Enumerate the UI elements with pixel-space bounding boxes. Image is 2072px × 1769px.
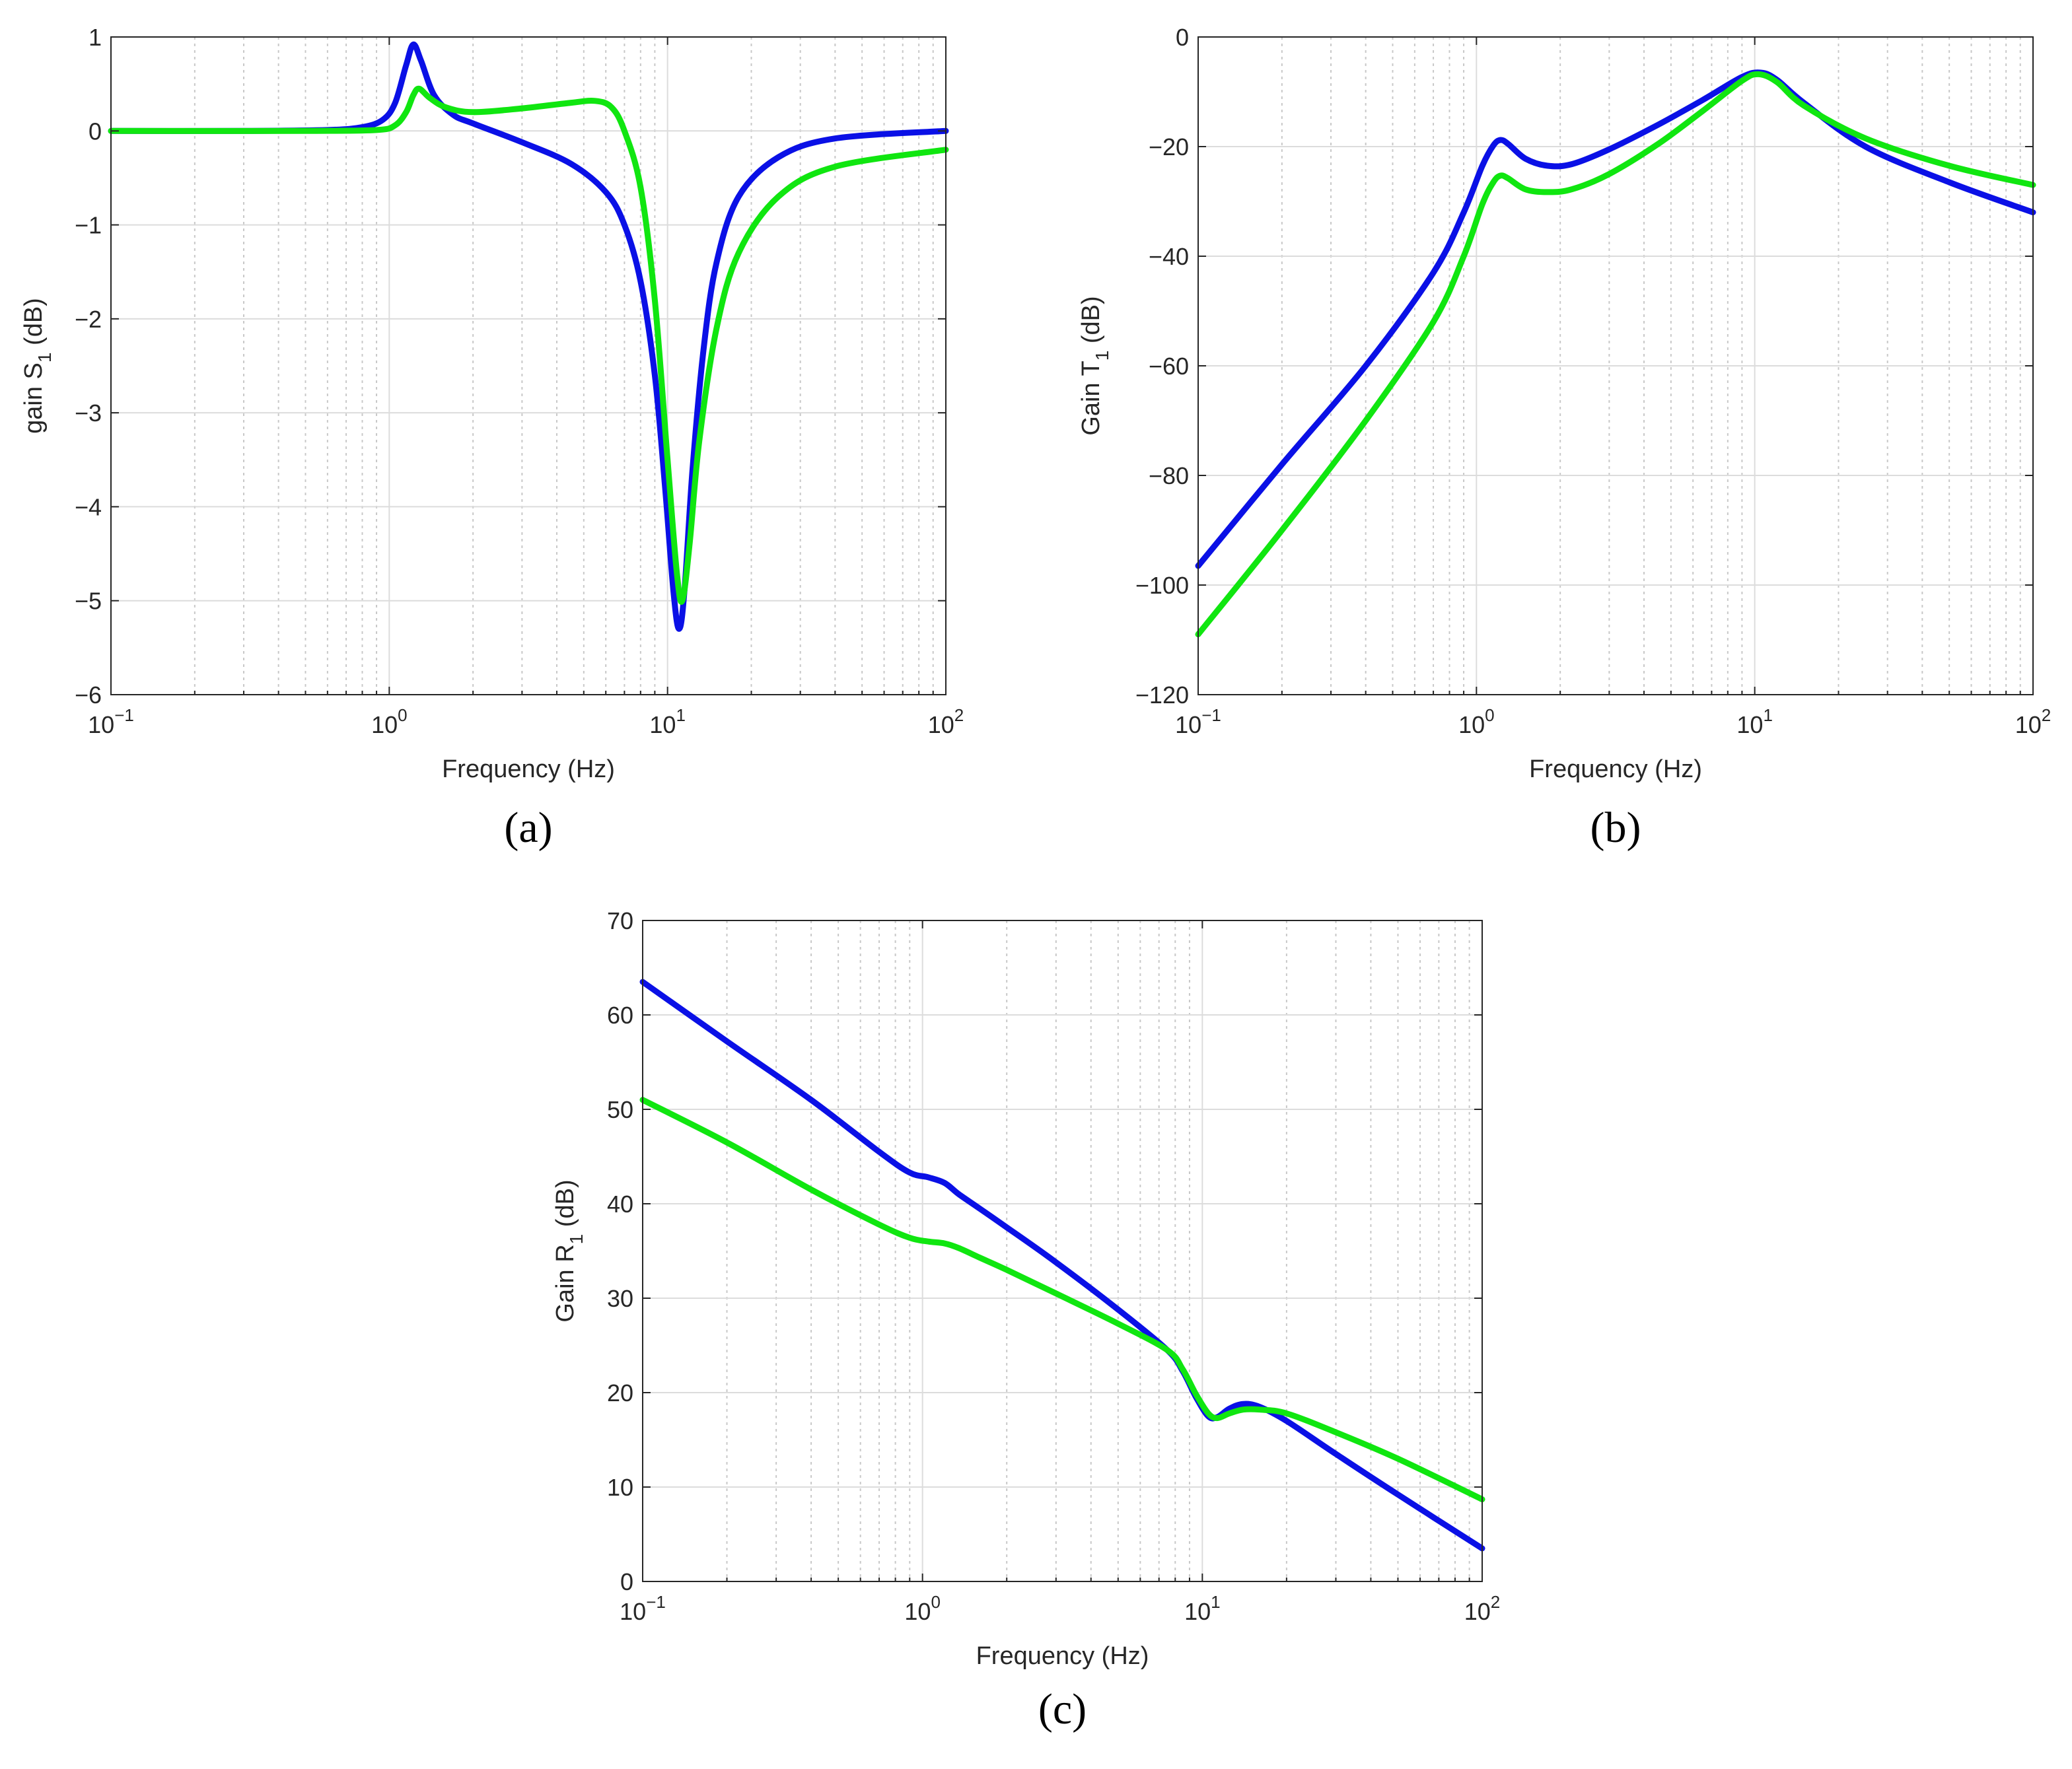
x-tick-label: 102 xyxy=(1464,1592,1501,1625)
y-tick-label: −2 xyxy=(75,306,102,333)
y-axis-label-b-prefix: Gain T xyxy=(1077,361,1105,435)
x-tick-label: 101 xyxy=(1736,705,1773,738)
y-tick-label: −60 xyxy=(1149,353,1189,380)
series-b xyxy=(1195,69,2036,638)
y-axis-label-b: Gain T1 (dB) xyxy=(1077,296,1112,435)
y-tick-label: −5 xyxy=(75,588,102,615)
grid-c xyxy=(643,920,1482,1581)
chart-panel-a: 10−1−2−3−4−5−610−1 100 101 102 Frequency (H… xyxy=(20,24,964,852)
y-tick-label: 0 xyxy=(89,118,102,145)
y-tick-label: 1 xyxy=(89,24,102,51)
x-tick-label: 100 xyxy=(904,1592,941,1625)
series-line-blue xyxy=(639,979,1485,1552)
grid-b xyxy=(1198,37,2033,695)
y-tick-label: −40 xyxy=(1149,243,1189,270)
series-a xyxy=(108,41,949,632)
y-tick-label: 40 xyxy=(607,1191,633,1218)
y-tick-label: 0 xyxy=(620,1568,633,1595)
y-axis-label-a-prefix: gain S xyxy=(20,363,48,434)
grid-a xyxy=(111,37,946,695)
y-tick-label: 10 xyxy=(607,1474,633,1501)
y-tick-label: −80 xyxy=(1149,462,1189,489)
y-tick-label: 60 xyxy=(607,1002,633,1029)
x-tick-label: 100 xyxy=(1458,705,1495,738)
series-c xyxy=(639,979,1485,1552)
y-axis-label-c-subscript: 1 xyxy=(566,1234,587,1245)
x-tick-label: 102 xyxy=(2015,705,2052,738)
y-axis-label-c-prefix: Gain R xyxy=(552,1244,579,1322)
x-axis-label-a: Frequency (Hz) xyxy=(442,755,615,783)
x-tick-label: 100 xyxy=(371,705,408,738)
plot-frame-c xyxy=(642,920,1483,1582)
y-tick-label: 20 xyxy=(607,1379,633,1406)
y-axis-label-a: gain S1 (dB) xyxy=(20,298,55,434)
y-tick-label: −20 xyxy=(1149,133,1189,160)
y-tick-label: 30 xyxy=(607,1285,633,1312)
y-tick-label: 70 xyxy=(607,907,633,934)
x-tick-label: 10−1 xyxy=(1175,705,1221,738)
y-tick-label: −1 xyxy=(75,212,102,239)
x-axis-label-b: Frequency (Hz) xyxy=(1529,755,1702,783)
x-tick-label: 10−1 xyxy=(620,1592,666,1625)
ticks-a: 10−1−2−3−4−5−610−1 100 101 102 xyxy=(75,24,964,738)
x-axis-label-c: Frequency (Hz) xyxy=(976,1642,1149,1670)
panel-label-b: (b) xyxy=(1590,804,1641,852)
y-tick-label: −3 xyxy=(75,399,102,427)
series-line-green xyxy=(108,85,949,605)
x-tick-label: 101 xyxy=(1184,1592,1221,1625)
plot-frame-a xyxy=(110,36,947,695)
y-axis-label-b-suffix: (dB) xyxy=(1077,296,1105,350)
y-axis-label-a-suffix: (dB) xyxy=(20,298,48,352)
x-tick-label: 10−1 xyxy=(88,705,134,738)
y-tick-label: −100 xyxy=(1135,572,1189,599)
panel-label-c: (c) xyxy=(1038,1685,1087,1733)
panel-label-a: (a) xyxy=(504,804,552,852)
y-tick-label: −6 xyxy=(75,681,102,709)
y-axis-label-c-suffix: (dB) xyxy=(552,1179,579,1233)
y-axis-label-a-subscript: 1 xyxy=(34,353,55,363)
series-line-blue xyxy=(108,41,949,632)
y-tick-label: 0 xyxy=(1176,24,1189,51)
series-line-green xyxy=(639,1097,1485,1503)
y-tick-label: −4 xyxy=(75,493,102,520)
x-tick-label: 102 xyxy=(928,705,964,738)
y-axis-label-c: Gain R1 (dB) xyxy=(552,1179,587,1322)
y-tick-label: 50 xyxy=(607,1096,633,1123)
series-line-green xyxy=(1195,71,2036,638)
y-tick-label: −120 xyxy=(1135,681,1189,709)
y-axis-label-b-subscript: 1 xyxy=(1092,351,1112,361)
x-tick-label: 101 xyxy=(649,705,686,738)
